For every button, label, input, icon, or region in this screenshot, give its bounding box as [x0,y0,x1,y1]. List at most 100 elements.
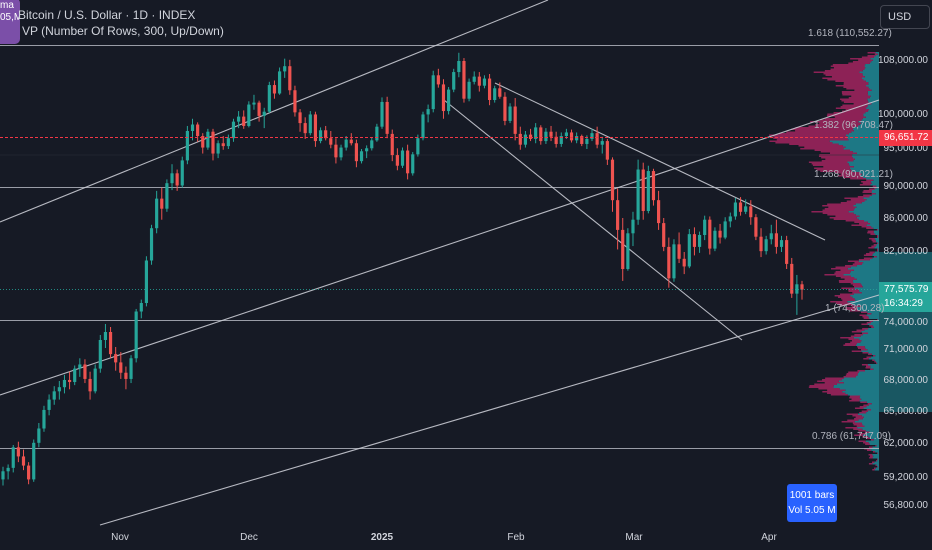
profile-bar-down [817,380,839,382]
profile-bar-up [863,176,879,178]
profile-bar-up [854,158,879,160]
profile-bar-up [875,55,879,57]
profile-bar-up [858,121,879,123]
profile-bar-down [861,56,874,58]
candle [447,87,451,115]
symbol-title[interactable]: Bitcoin / U.S. Dollar · 1D · INDEX [18,8,196,22]
profile-bar-up [867,91,879,93]
profile-bar-up [871,191,879,193]
profile-bar-up [873,227,879,229]
profile-bar-up [869,443,879,445]
candle [231,118,236,142]
profile-bar-down [824,274,844,276]
candle [375,123,379,142]
candle [697,231,702,253]
profile-bar-up [870,223,879,225]
profile-bar-up [873,368,879,370]
candle [452,68,456,93]
candle [16,441,20,463]
profile-bar-down [811,211,849,213]
profile-bar-up [868,83,879,85]
profile-bar-down [841,421,855,423]
profile-bar-down [859,314,867,316]
profile-bar-down [870,455,874,457]
profile-bar-up [874,251,879,253]
avatar[interactable]: ma 05,M [0,0,20,44]
candle [190,118,195,141]
candle [318,127,323,144]
profile-bar-up [877,362,879,364]
candle [170,164,174,191]
profile-bar-down [864,431,870,433]
candle [247,101,251,128]
profile-bar-up [852,128,879,130]
profile-bar-down [845,109,869,111]
profile-bar-up [862,74,879,76]
price-tick: 82,000.00 [883,246,929,257]
candle [226,134,230,149]
profile-bar-up [861,173,879,175]
profile-bar-down [871,461,875,463]
profile-bar-up [864,65,879,67]
profile-bar-down [827,79,864,81]
candle [610,157,615,212]
profile-bar-up [877,460,879,462]
profile-bar-up [870,367,879,369]
candle [175,169,179,191]
bars-count: 1001 bars [789,490,835,501]
profile-bar-up [868,86,879,88]
profile-bar-up [857,308,879,310]
profile-bar-down [835,80,866,82]
profile-bar-up [852,151,879,153]
candle [283,58,287,78]
profile-bar-up [871,89,879,91]
profile-bar-down [776,139,849,141]
profile-bar-up [832,142,879,144]
bars-info-badge[interactable]: 1001 bars Vol 5.05 M [787,484,837,522]
candle [744,199,748,215]
candle [139,299,143,319]
profile-bar-down [845,374,858,376]
profile-bar-up [860,395,879,397]
candle [1,466,5,486]
profile-bar-up [853,337,879,339]
indicator-title[interactable]: VP (Number Of Rows, 300, Up/Down) [22,24,224,38]
candle [580,134,584,147]
profile-bar-down [862,328,869,330]
profile-bar-up [861,422,879,424]
profile-bar-down [867,232,874,234]
candle [242,110,246,129]
profile-bar-up [867,332,879,334]
time-axis[interactable]: Nov Dec 2025 Feb Mar Apr [0,526,879,550]
profile-bar-up [876,464,879,466]
profile-bar-up [863,220,879,222]
price-scale[interactable]: 108,000.00 100,000.00 95,000.00 90,000.0… [878,30,932,525]
profile-bar-down [846,88,870,90]
profile-bar-down [876,460,878,462]
profile-bar-down [824,118,863,120]
candle [641,162,645,220]
candle [636,159,640,225]
time-tick: Feb [507,532,525,543]
profile-bar-down [816,169,851,171]
currency-button[interactable]: USD [880,5,930,29]
profile-bar-up [862,418,879,420]
profile-bar-up [848,133,879,135]
profile-bar-down [848,371,859,373]
profile-bar-down [778,133,849,135]
candle [733,197,738,220]
profile-bar-up [859,172,879,174]
profile-bar-down [825,377,844,379]
candle [569,129,574,143]
profile-bar-up [853,304,879,306]
profile-bar-down [862,436,869,438]
profile-bar-down [866,322,872,324]
profile-bar-down [827,214,856,216]
profile-bar-up [864,425,879,427]
candle [37,423,41,448]
profile-bar-up [858,371,879,373]
candle [759,228,763,258]
candle [155,190,159,234]
